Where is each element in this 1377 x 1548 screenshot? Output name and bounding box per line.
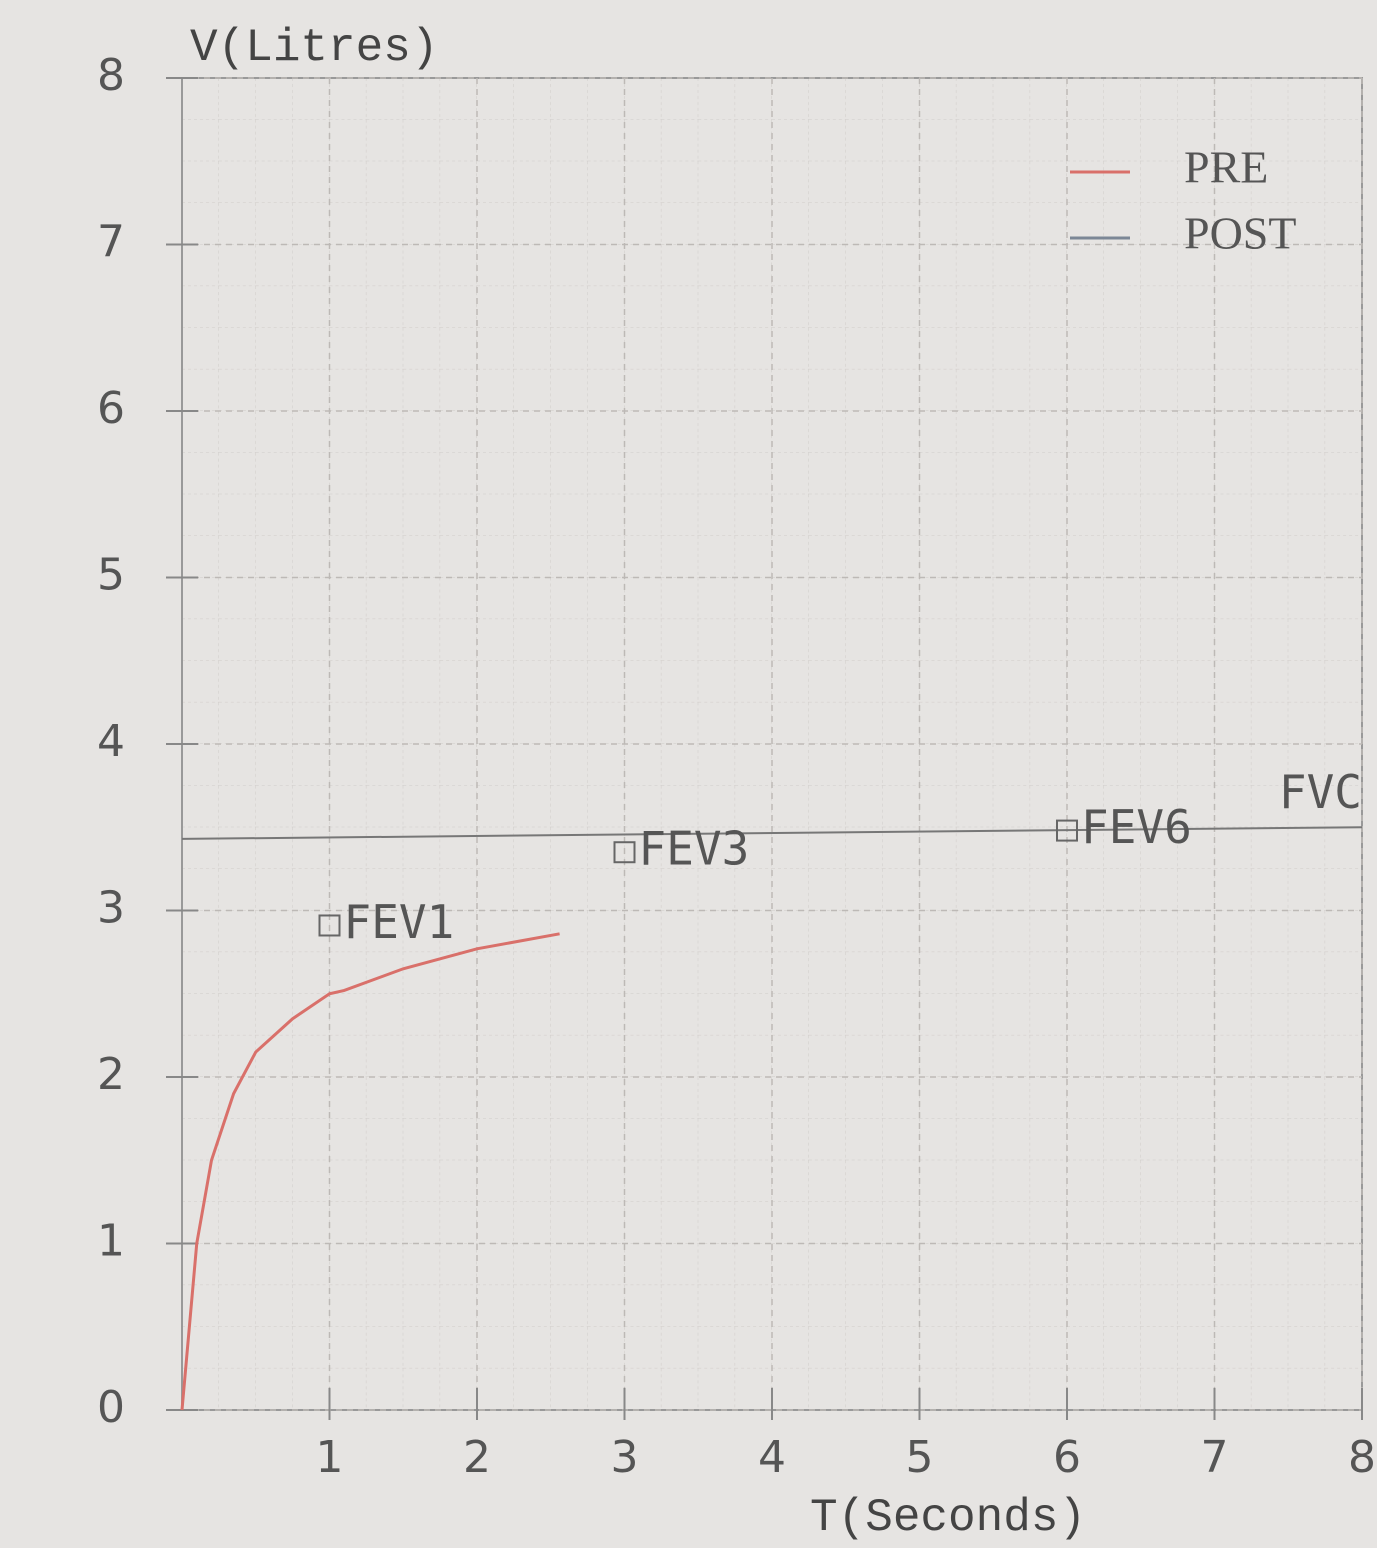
y-axis-title: V(Litres) xyxy=(190,22,438,74)
y-tick-label: 1 xyxy=(97,1216,125,1267)
annotation-label: FEV1 xyxy=(344,895,455,949)
y-tick-label: 6 xyxy=(97,383,125,434)
x-tick-label: 5 xyxy=(906,1432,934,1483)
annotation-label: FEV6 xyxy=(1081,800,1192,854)
annotation-label: FEV3 xyxy=(639,822,750,876)
x-tick-label: 8 xyxy=(1348,1432,1376,1483)
x-tick-label: 1 xyxy=(316,1432,344,1483)
y-tick-label: 5 xyxy=(97,550,125,601)
legend-label: POST xyxy=(1184,208,1296,259)
reference-line xyxy=(181,826,1363,840)
series-line xyxy=(180,932,560,1411)
x-tick-label: 7 xyxy=(1201,1432,1229,1483)
x-axis-title: T(Seconds) xyxy=(810,1492,1086,1544)
x-tick-label: 6 xyxy=(1053,1432,1081,1483)
x-tick-label: 2 xyxy=(463,1432,491,1483)
annotation-marker xyxy=(318,914,341,937)
x-tick-label: 3 xyxy=(611,1432,639,1483)
y-tick-label: 0 xyxy=(97,1382,125,1433)
x-tick-label: 4 xyxy=(758,1432,786,1483)
reference-label: FVC xyxy=(1279,765,1362,819)
y-tick-label: 7 xyxy=(97,217,125,268)
annotation-marker xyxy=(1056,819,1078,842)
y-tick-label: 3 xyxy=(97,883,125,934)
y-tick-label: 2 xyxy=(97,1049,125,1100)
legend-label: PRE xyxy=(1184,142,1268,193)
y-tick-label: 4 xyxy=(97,716,125,767)
annotation-marker xyxy=(613,841,636,864)
y-tick-label: 8 xyxy=(97,50,125,101)
